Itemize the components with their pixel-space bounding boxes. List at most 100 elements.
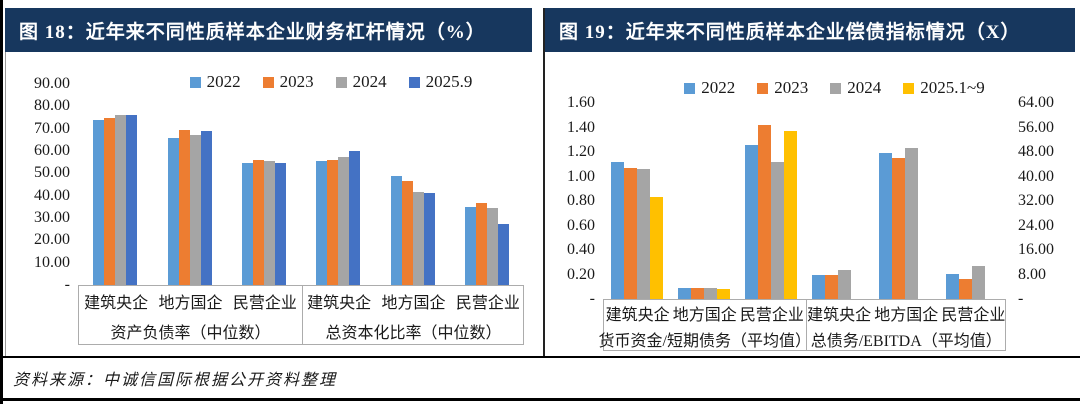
bar bbox=[744, 144, 758, 299]
bar bbox=[189, 135, 201, 285]
figure-19-title-bar: 图 19：近年来不同性质样本企业偿债指标情况（X） bbox=[545, 8, 1075, 52]
category-label: 民营企业 bbox=[739, 307, 804, 324]
bar bbox=[879, 152, 893, 299]
y-axis-tick-label: 40.00 bbox=[34, 186, 70, 204]
bar bbox=[252, 159, 264, 285]
y-axis-tick-label: 50.00 bbox=[34, 164, 70, 182]
legend-label: 2022 bbox=[206, 72, 241, 91]
y-axis-tick-label: 60.00 bbox=[34, 142, 70, 159]
bar bbox=[623, 167, 637, 299]
legend-swatch-icon bbox=[684, 82, 696, 94]
legend-swatch-icon bbox=[830, 82, 842, 94]
legend-item: 2022 bbox=[684, 78, 735, 98]
axis-section-label: 总债务/EBITDA（平均值） bbox=[810, 333, 1002, 350]
bar bbox=[178, 130, 190, 285]
category-label: 地方国企 bbox=[672, 307, 737, 324]
category-label: 民营企业 bbox=[941, 307, 1006, 324]
bar bbox=[812, 275, 826, 299]
bar bbox=[649, 197, 663, 299]
legend-label: 2024 bbox=[352, 72, 387, 91]
legend-label: 2023 bbox=[279, 72, 314, 91]
legend-label: 2025.9 bbox=[425, 72, 473, 91]
axis-section-divider bbox=[302, 286, 303, 344]
figure-panels-row: 图 18：近年来不同性质样本企业财务杠杆情况（%） 2022 2023 2024 20… bbox=[5, 8, 1075, 356]
secondary-y-axis-tick-label: 24.00 bbox=[1018, 216, 1054, 234]
figure-19-panel: 图 19：近年来不同性质样本企业偿债指标情况（X） 2022 2023 2024 20… bbox=[543, 8, 1075, 356]
bar bbox=[486, 207, 498, 285]
bar bbox=[349, 150, 361, 285]
left-border-line bbox=[0, 0, 3, 404]
figure-18-panel: 图 18：近年来不同性质样本企业财务杠杆情况（%） 2022 2023 2024 20… bbox=[5, 8, 532, 356]
legend-swatch-icon bbox=[189, 76, 201, 88]
bar bbox=[93, 120, 105, 285]
legend-swatch-icon bbox=[903, 82, 915, 94]
y-axis-tick-label: 80.00 bbox=[34, 97, 70, 115]
y-axis-tick-label: 1.40 bbox=[567, 118, 595, 136]
category-label: 地方国企 bbox=[874, 307, 939, 324]
bar bbox=[316, 160, 328, 285]
axis-section-label: 资产负债率（中位数） bbox=[110, 325, 271, 342]
bar bbox=[703, 287, 717, 299]
source-note: 资料来源：中诚信国际根据公开资料整理 bbox=[13, 372, 338, 389]
chart-legend: 2022 2023 2024 2025.1~9 bbox=[633, 78, 1036, 98]
legend-item: 2023 bbox=[262, 72, 314, 92]
bar bbox=[757, 125, 771, 299]
bar bbox=[838, 270, 852, 299]
legend-swatch-icon bbox=[408, 76, 420, 88]
secondary-y-axis-tick-label: 16.00 bbox=[1018, 241, 1054, 258]
panel-gap bbox=[532, 8, 543, 356]
bar bbox=[390, 176, 402, 285]
legend-swatch-icon bbox=[757, 82, 769, 94]
bar bbox=[716, 289, 730, 299]
y-axis-tick-label: 1.00 bbox=[567, 167, 595, 185]
category-label: 建筑央企 bbox=[84, 295, 149, 312]
legend-item: 2025.1~9 bbox=[903, 78, 985, 98]
bar bbox=[274, 163, 286, 285]
secondary-y-axis-tick-label: - bbox=[1018, 290, 1024, 307]
legend-label: 2022 bbox=[701, 78, 736, 97]
category-label: 地方国企 bbox=[158, 295, 223, 312]
chart-legend: 2022 2023 2024 2025.9 bbox=[108, 72, 554, 92]
y-axis-tick-label: - bbox=[64, 276, 70, 293]
bar bbox=[167, 137, 179, 285]
bar bbox=[497, 224, 509, 285]
bar bbox=[115, 114, 127, 285]
secondary-y-axis-tick-label: 48.00 bbox=[1018, 143, 1054, 160]
axis-section-label: 货币资金/短期债务（平均值） bbox=[598, 333, 811, 350]
y-axis-tick-label: - bbox=[589, 290, 595, 307]
legend-label: 2025.1~9 bbox=[920, 78, 985, 97]
x-axis-category-box: 建筑央企 地方国企 民营企业 建筑央企 地方国企 民营企业 货币资金/短期债务（平均值） 总债… bbox=[598, 299, 1006, 351]
bar bbox=[475, 203, 487, 285]
y-axis-tick-label: 0.40 bbox=[567, 241, 595, 258]
legend-label: 2024 bbox=[847, 78, 882, 97]
bar bbox=[690, 287, 704, 299]
legend-item: 2023 bbox=[757, 78, 808, 98]
legend-item: 2024 bbox=[830, 78, 881, 98]
secondary-y-axis-tick-label: 40.00 bbox=[1018, 167, 1054, 185]
bar bbox=[338, 156, 350, 285]
bar bbox=[126, 115, 138, 285]
bar bbox=[783, 131, 797, 299]
category-label: 建筑央企 bbox=[307, 295, 372, 312]
y-axis-tick-label: 10.00 bbox=[34, 253, 70, 271]
figure-19-chart: 2022 2023 2024 2025.1~9 1.60 1.40 1.20 1.00 0.80… bbox=[545, 52, 1075, 356]
bar bbox=[677, 287, 691, 299]
figure-18-chart: 2022 2023 2024 2025.9 90.00 80.00 70.00 60.00 50… bbox=[5, 52, 532, 356]
bar bbox=[892, 157, 906, 299]
figure-19-title: 图 19：近年来不同性质样本企业偿债指标情况（X） bbox=[559, 21, 1021, 43]
bar bbox=[423, 192, 435, 285]
legend-swatch-icon bbox=[335, 76, 347, 88]
bar bbox=[972, 265, 986, 299]
y-axis-tick-label: 20.00 bbox=[34, 231, 70, 249]
category-label: 民营企业 bbox=[232, 295, 297, 312]
secondary-y-axis-tick-label: 8.00 bbox=[1018, 265, 1046, 283]
bar bbox=[464, 206, 476, 285]
x-axis-category-box: 建筑央企 地方国企 民营企业 建筑央企 地方国企 民营企业 资产负债率（中位数） 总资本化比率… bbox=[78, 285, 524, 345]
y-axis-tick-label: 0.20 bbox=[567, 265, 595, 283]
legend-item: 2022 bbox=[189, 72, 241, 92]
secondary-y-axis-tick-label: 32.00 bbox=[1018, 192, 1054, 209]
bar bbox=[610, 161, 624, 299]
category-label: 建筑央企 bbox=[605, 307, 670, 324]
bar bbox=[263, 161, 275, 285]
y-axis-tick-label: 0.60 bbox=[567, 216, 595, 234]
